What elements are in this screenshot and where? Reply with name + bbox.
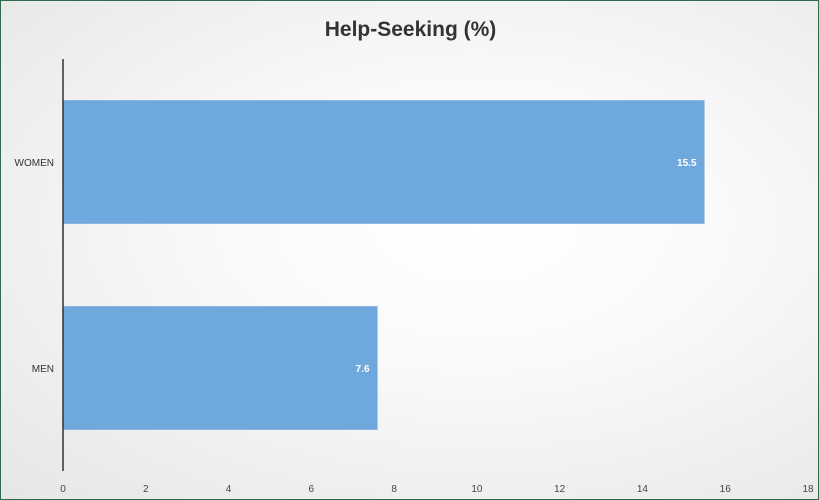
bar-men (63, 306, 378, 430)
x-tick-label: 8 (391, 484, 397, 495)
x-tick-label: 4 (226, 484, 232, 495)
x-tick-label: 14 (637, 484, 649, 495)
category-label-men: MEN (32, 364, 54, 375)
x-tick-label: 0 (60, 484, 66, 495)
bar-value-label-men: 7.6 (356, 364, 370, 375)
bar-value-label-women: 15.5 (677, 158, 697, 169)
category-label-women: WOMEN (15, 158, 54, 169)
x-tick-label: 18 (802, 484, 814, 495)
x-tick-label: 2 (143, 484, 149, 495)
bar-women (63, 100, 705, 224)
chart-title: Help-Seeking (%) (324, 18, 497, 41)
x-tick-label: 16 (720, 484, 732, 495)
x-tick-label: 6 (309, 484, 315, 495)
x-tick-label: 10 (471, 484, 483, 495)
x-tick-label: 12 (554, 484, 566, 495)
